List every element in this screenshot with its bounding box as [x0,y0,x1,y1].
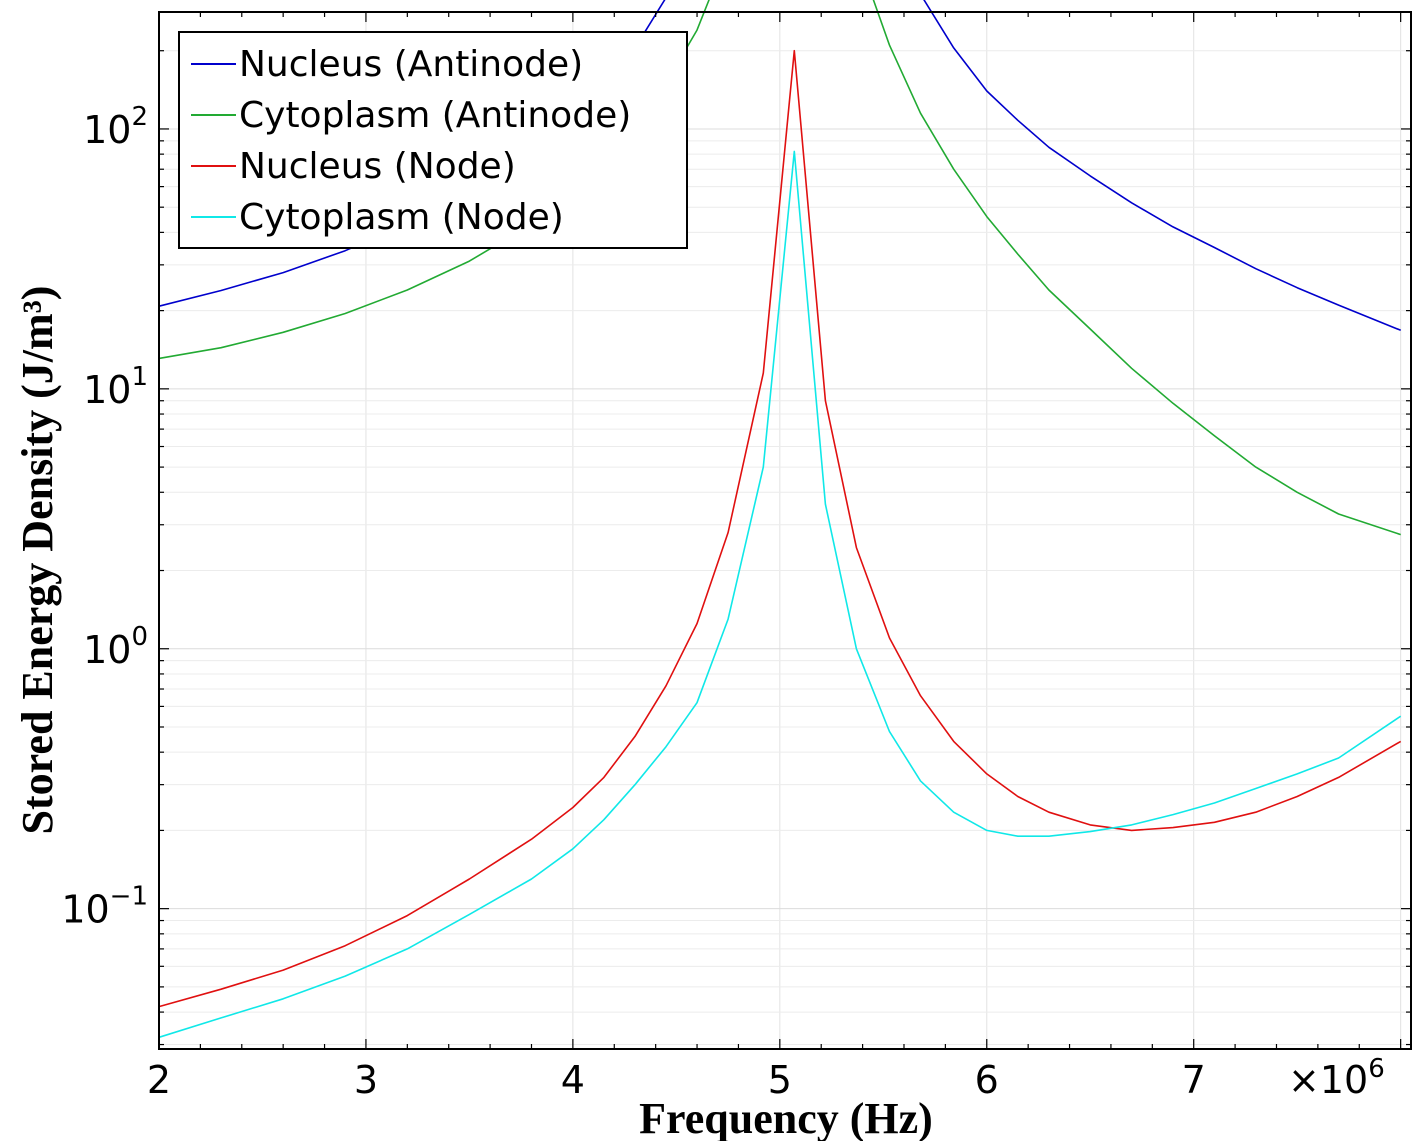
legend-box [178,31,688,249]
legend-item: Nucleus (Node) [191,146,516,187]
legend-item: Nucleus (Antinode) [191,44,583,85]
x-tick-label: 5 [768,1058,792,1102]
x-axis-title: Frequency (Hz) [639,1094,933,1141]
x-tick-label: 4 [561,1058,585,1102]
x-tick-label: 7 [1182,1058,1206,1102]
legend-item: Cytoplasm (Antinode) [191,95,631,136]
plot-frame [158,11,1412,1050]
legend-label: Cytoplasm (Antinode) [239,95,631,136]
x-multiplier-exponent: 6 [1368,1054,1385,1084]
x-multiplier-label: ×106 [1288,1054,1385,1102]
legend-label: Nucleus (Node) [239,146,516,187]
y-tick-label: 101 [83,362,148,412]
grid-lines [158,12,1411,1049]
series-line-2 [158,0,1401,536]
x-tick-label: 2 [147,1058,171,1102]
series-line-4 [158,150,1402,1039]
legend-item: Cytoplasm (Node) [191,197,564,238]
series-line-3 [158,49,1402,1008]
y-tick-label: 100 [83,622,148,672]
x-ticks: 2 3 4 5 6 7 [147,12,1402,1102]
y-ticks: 10−1100101102103 [61,50,1411,1046]
y-axis-title: Stored Energy Density (J/m³) [13,286,62,835]
y-tick-label: 102 [83,102,148,152]
legend: Nucleus (Antinode) Cytoplasm (Antinode) Nu… [178,31,688,249]
x-tick-label: 3 [354,1058,378,1102]
y-tick-label: 10−1 [61,882,148,932]
legend-label: Cytoplasm (Node) [239,197,564,238]
legend-label: Nucleus (Antinode) [239,44,583,85]
x-tick-label: 6 [975,1058,999,1102]
